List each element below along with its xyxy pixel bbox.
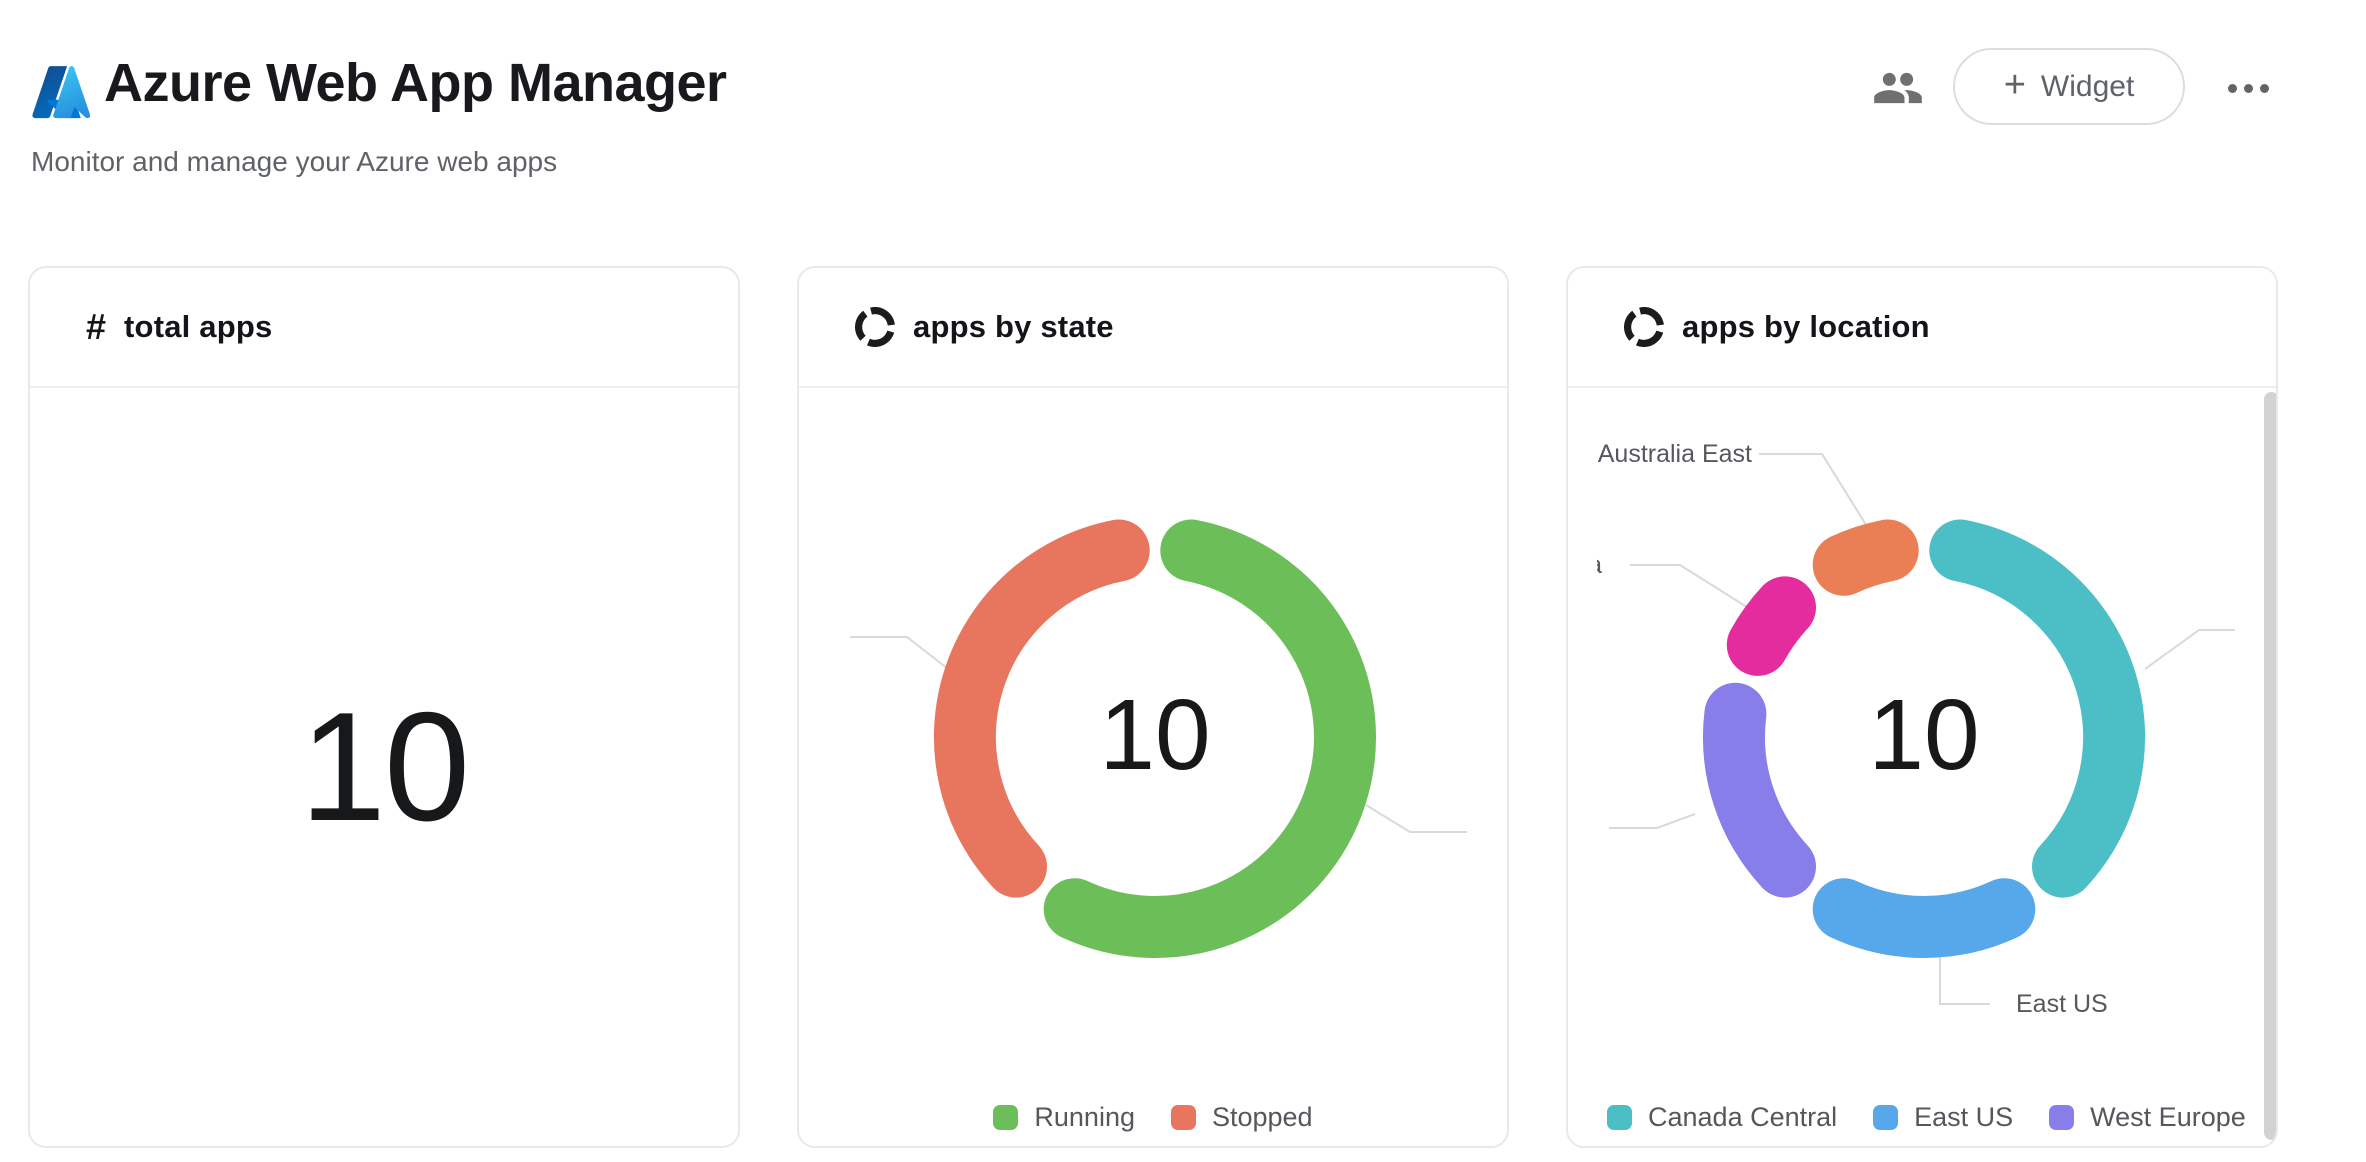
- donut-segment-0: [1043, 519, 1376, 958]
- more-options-button[interactable]: [2220, 72, 2276, 104]
- add-widget-label: Widget: [2040, 69, 2135, 103]
- apps-by-location-total: 10: [1868, 679, 1980, 791]
- legend-item-stopped[interactable]: Stopped: [1170, 1102, 1313, 1133]
- legend-swatch: [993, 1105, 1019, 1130]
- card-total-apps: # total apps 10: [28, 266, 740, 1148]
- legend-label: East US: [1914, 1102, 2014, 1132]
- card-total-apps-header: # total apps: [30, 268, 738, 388]
- card-title: apps by location: [1682, 309, 1930, 344]
- apps-by-state-legend: Running Stopped: [799, 1102, 1507, 1133]
- donut-segment-1: [1812, 878, 2036, 958]
- card-apps-by-location-header: apps by location: [1568, 268, 2276, 388]
- donut-segment-1: [933, 519, 1150, 898]
- hash-icon: #: [86, 306, 107, 347]
- legend-label: West Europe: [2090, 1102, 2246, 1132]
- legend-label: Canada Central: [1648, 1102, 1838, 1132]
- donut-segment-2: [1702, 682, 1816, 898]
- card-title: total apps: [124, 309, 273, 344]
- slice-callout-label: Australia East: [1598, 440, 1752, 468]
- legend-swatch: [1873, 1105, 1899, 1130]
- legend-label: Stopped: [1211, 1102, 1313, 1132]
- add-widget-button[interactable]: + Widget: [1953, 48, 2185, 125]
- widget-cards: # total apps 10 apps by state 10 Running: [28, 266, 2278, 1148]
- total-apps-value: 10: [299, 680, 470, 853]
- card-title: apps by state: [913, 309, 1114, 344]
- card-apps-by-state: apps by state 10 Running Stopped: [797, 266, 1509, 1148]
- apps-by-state-total: 10: [1099, 679, 1211, 791]
- people-icon: [1874, 72, 1922, 104]
- legend-label: Running: [1034, 1102, 1135, 1132]
- card-apps-by-location: apps by location Australia East a East US …: [1566, 266, 2278, 1148]
- page-title: Azure Web App Manager: [104, 53, 727, 113]
- card-apps-by-location-body: Australia East a East US 10 Canada Central…: [1568, 388, 2276, 1146]
- card-apps-by-state-header: apps by state: [799, 268, 1507, 388]
- legend-swatch: [2049, 1105, 2075, 1130]
- donut-segment-4: [1812, 519, 1919, 596]
- donut-segment-0: [1929, 519, 2146, 898]
- apps-by-state-donut-chart[interactable]: [799, 388, 1509, 1148]
- donut-chart-icon: [855, 307, 895, 347]
- azure-logo-icon: [32, 66, 90, 119]
- legend-item-west-europe[interactable]: West Europe: [2049, 1102, 2246, 1133]
- people-button[interactable]: [1872, 62, 1924, 114]
- apps-by-location-legend: Canada Central East US West Europe: [1568, 1102, 2276, 1133]
- page-subtitle: Monitor and manage your Azure web apps: [31, 146, 558, 177]
- slice-callout-label: East US: [2016, 990, 2108, 1018]
- card-total-apps-body: 10: [30, 388, 738, 1146]
- apps-by-location-donut-chart[interactable]: Australia East a East US: [1568, 388, 2278, 1148]
- plus-icon: +: [2003, 64, 2026, 106]
- legend-swatch: [1607, 1105, 1632, 1130]
- legend-swatch: [1170, 1105, 1196, 1130]
- donut-chart-icon: [1624, 307, 1664, 347]
- legend-item-running[interactable]: Running: [993, 1102, 1135, 1133]
- slice-callout-label: a: [1588, 551, 1602, 579]
- legend-item-east-us[interactable]: East US: [1873, 1102, 2013, 1133]
- card-scrollbar[interactable]: [2264, 392, 2276, 1140]
- donut-segment-3: [1726, 576, 1816, 676]
- legend-item-canada-central[interactable]: Canada Central: [1607, 1102, 1837, 1133]
- ellipsis-icon: [2227, 83, 2237, 93]
- card-apps-by-state-body: 10 Running Stopped: [799, 388, 1507, 1146]
